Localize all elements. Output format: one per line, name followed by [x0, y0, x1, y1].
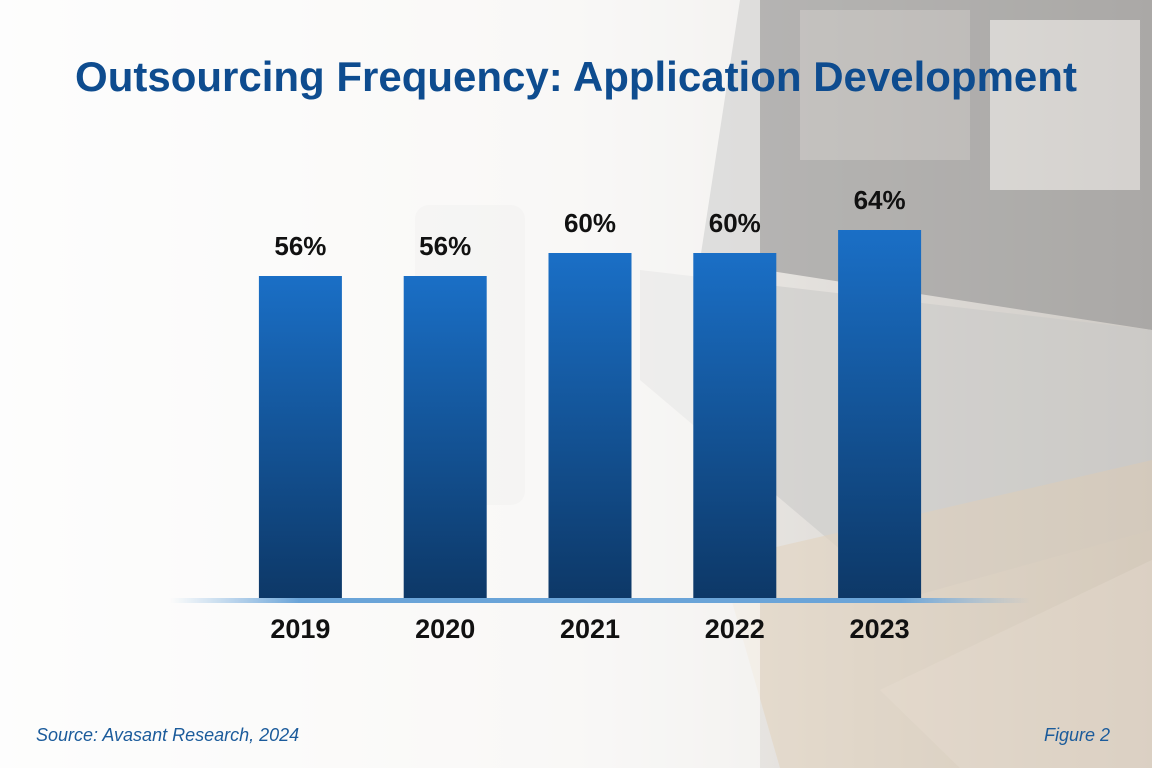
baseline: [170, 598, 1030, 603]
data-label: 56%: [419, 231, 471, 261]
data-label: 56%: [274, 231, 326, 261]
bar: [548, 253, 632, 598]
chart-title: Outsourcing Frequency: Application Devel…: [75, 53, 1077, 100]
x-tick-label: 2023: [850, 614, 910, 644]
x-tick-label: 2022: [705, 614, 765, 644]
bar: [403, 276, 487, 598]
data-label: 60%: [709, 208, 761, 238]
plot-area: 2019 56% 2020 56% 2021 60% 2022 60% 2023 64%: [258, 185, 922, 644]
background-fade: [0, 0, 760, 768]
source-note: Source: Avasant Research, 2024: [36, 725, 299, 745]
bar: [693, 253, 777, 598]
data-label: 64%: [854, 185, 906, 215]
x-tick-label: 2021: [560, 614, 620, 644]
data-label: 60%: [564, 208, 616, 238]
x-tick-label: 2020: [415, 614, 475, 644]
bar: [838, 230, 922, 598]
x-tick-label: 2019: [270, 614, 330, 644]
bar: [258, 276, 342, 598]
figure-label: Figure 2: [1044, 725, 1110, 745]
